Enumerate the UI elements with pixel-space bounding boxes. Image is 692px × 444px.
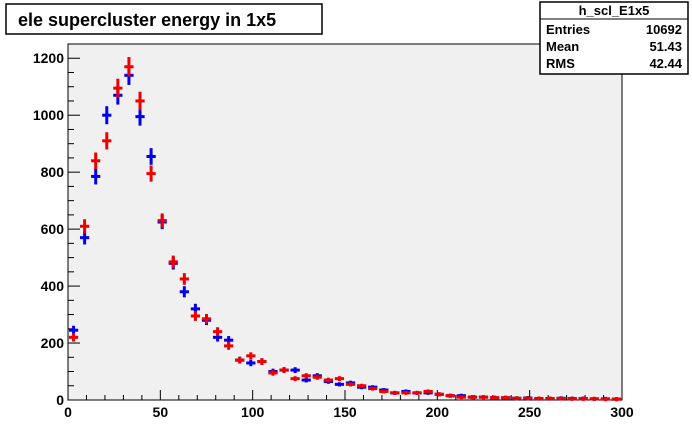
stats-value-rms: 42.44: [649, 56, 682, 71]
data-point: [124, 57, 134, 77]
data-point: [323, 377, 333, 383]
data-point: [368, 386, 378, 391]
stats-title: h_scl_E1x5: [579, 3, 650, 18]
x-tick-label: 300: [610, 404, 634, 420]
data-point: [423, 389, 433, 394]
title-box: ele supercluster energy in 1x5: [5, 3, 323, 35]
data-point: [212, 327, 223, 337]
y-tick-label: 0: [56, 392, 64, 408]
data-point: [246, 359, 256, 367]
data-point: [412, 390, 422, 395]
data-point: [379, 389, 389, 394]
x-tick-label: 100: [241, 404, 265, 420]
data-point: [600, 397, 610, 402]
data-point: [135, 107, 145, 126]
data-point: [235, 356, 245, 364]
data-point: [545, 396, 555, 401]
y-tick-label: 1200: [33, 50, 64, 66]
data-point: [168, 255, 178, 269]
chart-title: ele supercluster energy in 1x5: [18, 10, 276, 30]
data-point: [179, 273, 189, 285]
data-point: [279, 367, 289, 374]
data-point: [357, 383, 367, 388]
data-point: [80, 219, 90, 234]
plot-area: [67, 43, 623, 401]
data-point: [523, 396, 533, 401]
data-point: [190, 311, 201, 321]
x-tick-label: 150: [333, 404, 357, 420]
axes: 0 50 100 150 200 250 300 0 200 400 600 800 1000 1200: [33, 43, 634, 420]
y-tick-label: 400: [41, 278, 65, 294]
data-point: [467, 395, 478, 400]
data-point: [102, 106, 112, 125]
data-point: [301, 377, 311, 383]
series-1: [68, 57, 622, 402]
data-point: [68, 333, 79, 342]
data-point: [91, 152, 101, 170]
data-point: [489, 395, 500, 400]
data-point: [401, 390, 411, 395]
stats-box: h_scl_E1x5 Entries 10692 Mean 51.43 RMS …: [539, 1, 689, 75]
data-point: [578, 396, 588, 401]
data-point: [567, 396, 577, 401]
y-tick-label: 600: [41, 221, 65, 237]
data-point: [201, 314, 212, 324]
y-tick-label: 200: [41, 335, 65, 351]
stats-label-rms: RMS: [546, 56, 575, 71]
data-point: [611, 397, 622, 402]
data-point: [135, 91, 145, 111]
data-point: [146, 165, 156, 182]
data-point: [556, 396, 566, 401]
data-point: [179, 286, 189, 298]
data-point: [456, 395, 466, 400]
data-point: [312, 374, 322, 380]
data-point: [589, 396, 599, 401]
data-point: [246, 352, 256, 360]
x-tick-label: 50: [153, 404, 169, 420]
data-point: [390, 390, 400, 395]
data-point: [157, 213, 167, 228]
y-tick-label: 800: [41, 164, 65, 180]
data-point: [224, 341, 234, 350]
data-point: [268, 370, 278, 376]
data-point: [445, 393, 455, 398]
data-point: [434, 392, 444, 397]
stats-value-mean: 51.43: [649, 39, 682, 54]
data-point: [290, 367, 300, 374]
data-point: [478, 395, 489, 400]
data-marks: [68, 57, 622, 402]
x-tick-label: 250: [518, 404, 542, 420]
data-point: [91, 168, 101, 185]
stats-label-entries: Entries: [546, 22, 590, 37]
y-tick-label: 1000: [33, 107, 64, 123]
data-point: [334, 382, 345, 387]
x-tick-label: 0: [64, 404, 72, 420]
data-point: [146, 148, 156, 165]
data-point: [345, 382, 356, 387]
data-point: [512, 396, 522, 401]
data-point: [334, 376, 345, 382]
stats-label-mean: Mean: [546, 39, 579, 54]
data-point: [290, 376, 300, 382]
data-point: [113, 78, 123, 98]
stats-value-entries: 10692: [646, 22, 682, 37]
data-point: [102, 132, 112, 150]
data-point: [257, 358, 267, 365]
data-point: [501, 395, 511, 400]
data-point: [534, 396, 544, 401]
x-tick-label: 200: [426, 404, 450, 420]
data-point: [301, 373, 311, 379]
